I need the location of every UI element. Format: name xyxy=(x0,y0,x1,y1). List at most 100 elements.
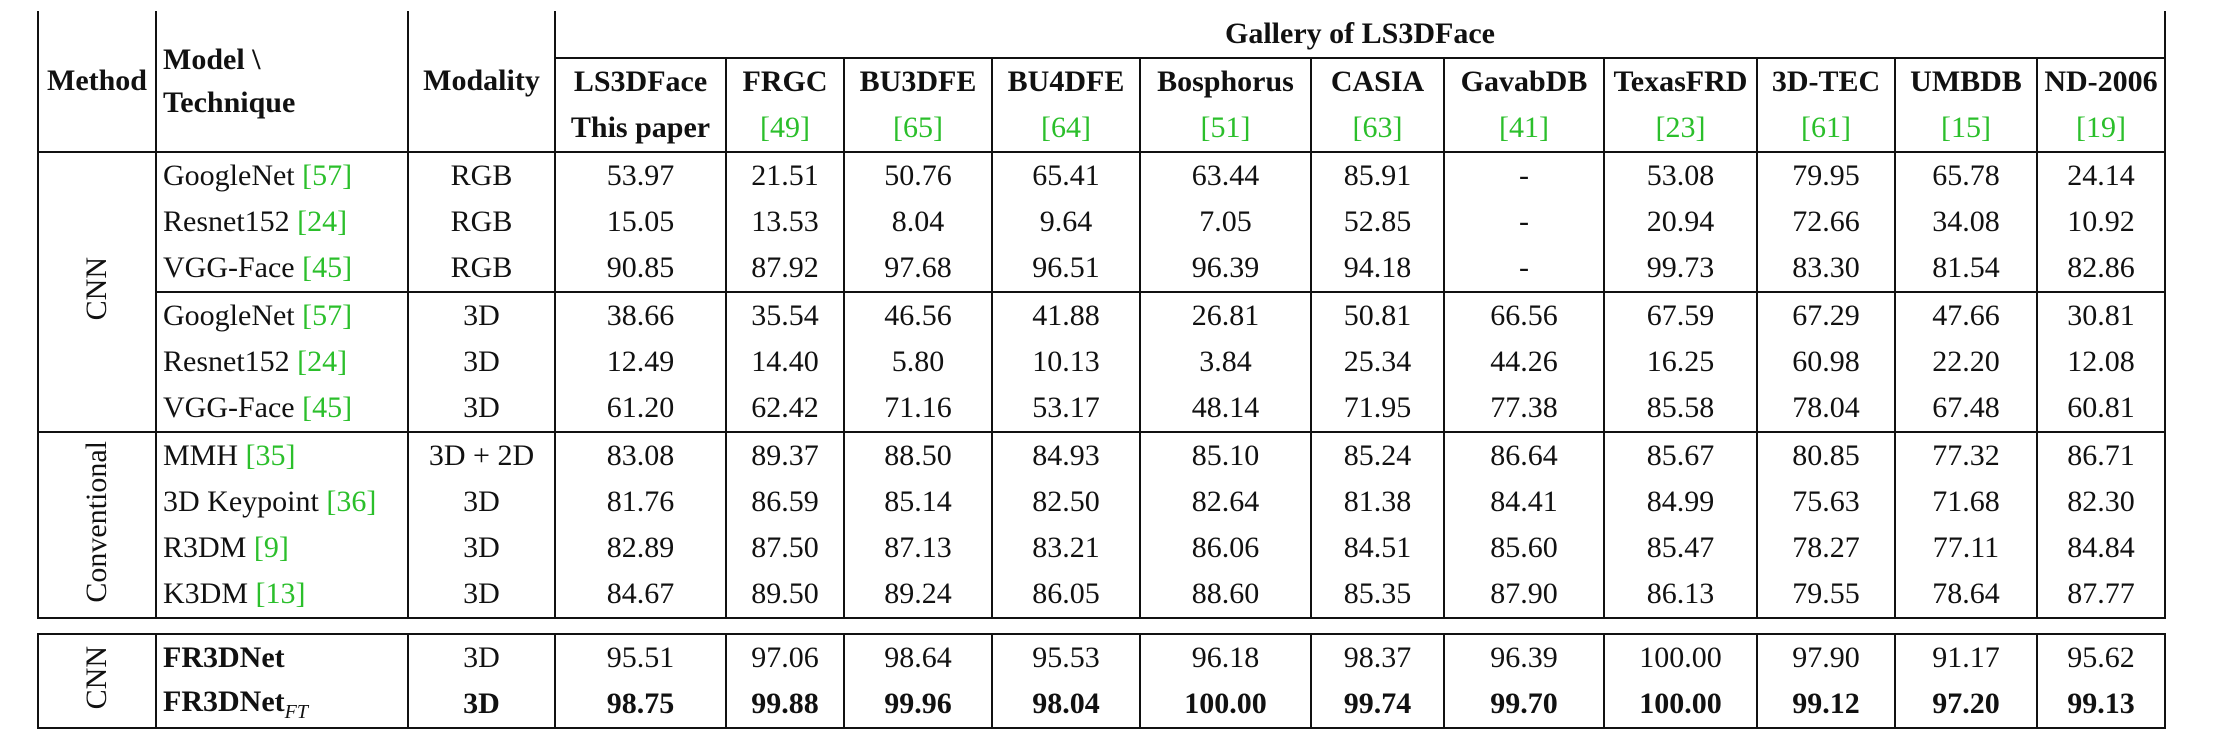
score-cell: 85.91 xyxy=(1310,152,1444,199)
modality-cell: RGB xyxy=(408,245,556,292)
score-cell: 77.32 xyxy=(1894,431,2037,479)
table-row: VGG-Face [45] 3D 61.20 62.42 71.16 53.17 48.14… xyxy=(38,385,2166,432)
score-cell: 9.64 xyxy=(991,199,1140,245)
model-subscript: FT xyxy=(284,700,308,723)
score-cell: 84.51 xyxy=(1310,525,1444,571)
score-cell: - xyxy=(1443,199,1604,245)
table-row: Conventional MMH [35] 3D + 2D 83.08 89.37 88.… xyxy=(37,431,2166,619)
dataset-citation: [61] xyxy=(1756,105,1895,153)
score-cell: 89.37 xyxy=(725,431,844,479)
score-cell: 52.85 xyxy=(1310,199,1444,245)
score-cell: 82.30 xyxy=(2036,479,2166,525)
modality-cell: 3D xyxy=(408,681,556,729)
modality-cell: 3D xyxy=(408,525,556,571)
score-cell: 82.50 xyxy=(991,479,1140,525)
model-name: MMH xyxy=(163,439,239,472)
model-name: VGG-Face xyxy=(163,251,295,284)
score-cell: 99.73 xyxy=(1603,245,1757,292)
dataset-header: 3D-TEC xyxy=(1756,58,1895,105)
score-cell: 99.13 xyxy=(2036,681,2166,729)
score-cell: 26.81 xyxy=(1139,291,1311,339)
dataset-header: LS3DFace xyxy=(573,65,708,98)
score-cell: 88.60 xyxy=(1139,571,1311,619)
score-cell: 87.50 xyxy=(725,525,844,571)
score-cell: 47.66 xyxy=(1894,291,2037,339)
score-cell: 84.41 xyxy=(1443,479,1604,525)
score-cell: 97.20 xyxy=(1894,681,2037,729)
score-cell: 98.64 xyxy=(843,633,992,681)
score-cell: 84.93 xyxy=(991,431,1140,479)
dataset-header: FRGC xyxy=(725,58,844,105)
score-cell: 96.39 xyxy=(1443,633,1604,681)
model-citation: [35] xyxy=(245,439,296,472)
score-cell: 24.14 xyxy=(2036,152,2166,199)
score-cell: 78.64 xyxy=(1894,571,2037,619)
score-cell: 98.75 xyxy=(555,681,726,729)
model-name: Resnet152 xyxy=(163,345,290,378)
score-cell: 67.48 xyxy=(1894,385,2037,432)
score-cell: 89.24 xyxy=(843,571,992,619)
score-cell: 78.04 xyxy=(1756,385,1895,432)
score-cell: 12.08 xyxy=(2036,339,2166,385)
dataset-citation: [49] xyxy=(725,105,844,153)
score-cell: 67.59 xyxy=(1603,291,1757,339)
score-cell: 81.54 xyxy=(1894,245,2037,292)
method-label-text: Conventional xyxy=(80,441,113,603)
score-cell: 82.64 xyxy=(1139,479,1311,525)
table-row: CNN GoogleNet [57] RGB 53.97 21.51 50.76 65.41… xyxy=(37,152,2166,433)
modality-cell: 3D xyxy=(408,633,556,681)
score-cell: 88.50 xyxy=(843,431,992,479)
score-cell: 86.06 xyxy=(1139,525,1311,571)
score-cell: 5.80 xyxy=(843,339,992,385)
table-row: R3DM [9] 3D 82.89 87.50 87.13 83.21 86.06 84.51… xyxy=(38,525,2166,571)
score-cell: 50.76 xyxy=(843,152,992,199)
score-cell: 77.38 xyxy=(1443,385,1604,432)
dataset-header: TexasFRD xyxy=(1603,58,1757,105)
model-name: R3DM xyxy=(163,531,247,564)
score-cell: 81.38 xyxy=(1310,479,1444,525)
results-table-container: Method Model \ Technique Modality Gallery … xyxy=(37,11,2166,729)
model-name: FR3DNet xyxy=(163,684,285,718)
score-cell: 35.54 xyxy=(725,291,844,339)
score-cell: 8.04 xyxy=(843,199,992,245)
score-cell: 99.96 xyxy=(843,681,992,729)
score-cell: 14.40 xyxy=(725,339,844,385)
model-name-cell: R3DM [9] xyxy=(156,525,409,571)
score-cell: 7.05 xyxy=(1139,199,1311,245)
score-cell: 46.56 xyxy=(843,291,992,339)
score-cell: 72.66 xyxy=(1756,199,1895,245)
dataset-citation: [23] xyxy=(1603,105,1757,153)
score-cell: 60.98 xyxy=(1756,339,1895,385)
score-cell: 100.00 xyxy=(1603,681,1757,729)
model-citation: [13] xyxy=(255,577,306,610)
score-cell: 98.37 xyxy=(1310,633,1444,681)
modality-cell: 3D + 2D xyxy=(408,431,556,479)
method-group-label: CNN xyxy=(37,633,157,729)
score-cell: 86.05 xyxy=(991,571,1140,619)
model-name: GoogleNet xyxy=(163,299,295,332)
model-citation: [45] xyxy=(302,251,353,284)
score-cell: 86.64 xyxy=(1443,431,1604,479)
score-cell: 97.68 xyxy=(843,245,992,292)
score-cell: 71.16 xyxy=(843,385,992,432)
score-cell: 82.86 xyxy=(2036,245,2166,292)
score-cell: 77.11 xyxy=(1894,525,2037,571)
model-citation: [9] xyxy=(253,531,289,564)
score-cell: 85.60 xyxy=(1443,525,1604,571)
score-cell: - xyxy=(1443,245,1604,292)
table-row: Resnet152 [24] RGB 15.05 13.53 8.04 9.64 7.05 5… xyxy=(38,199,2166,245)
dataset-header: GavabDB xyxy=(1443,58,1604,105)
score-cell: 25.34 xyxy=(1310,339,1444,385)
modality-cell: RGB xyxy=(408,152,556,199)
score-cell: 16.25 xyxy=(1603,339,1757,385)
method-group-label: CNN xyxy=(37,152,157,433)
model-header-line1: Model \ xyxy=(163,42,261,76)
score-cell: 83.08 xyxy=(555,431,726,479)
dataset-citation: [51] xyxy=(1139,105,1311,153)
score-cell: 80.85 xyxy=(1756,431,1895,479)
model-name-cell: Resnet152 [24] xyxy=(156,339,409,385)
score-cell: 96.18 xyxy=(1139,633,1311,681)
dataset-header: CASIA xyxy=(1310,58,1444,105)
modality-header: Modality xyxy=(408,11,556,153)
model-name-cell: Resnet152 [24] xyxy=(156,199,409,245)
